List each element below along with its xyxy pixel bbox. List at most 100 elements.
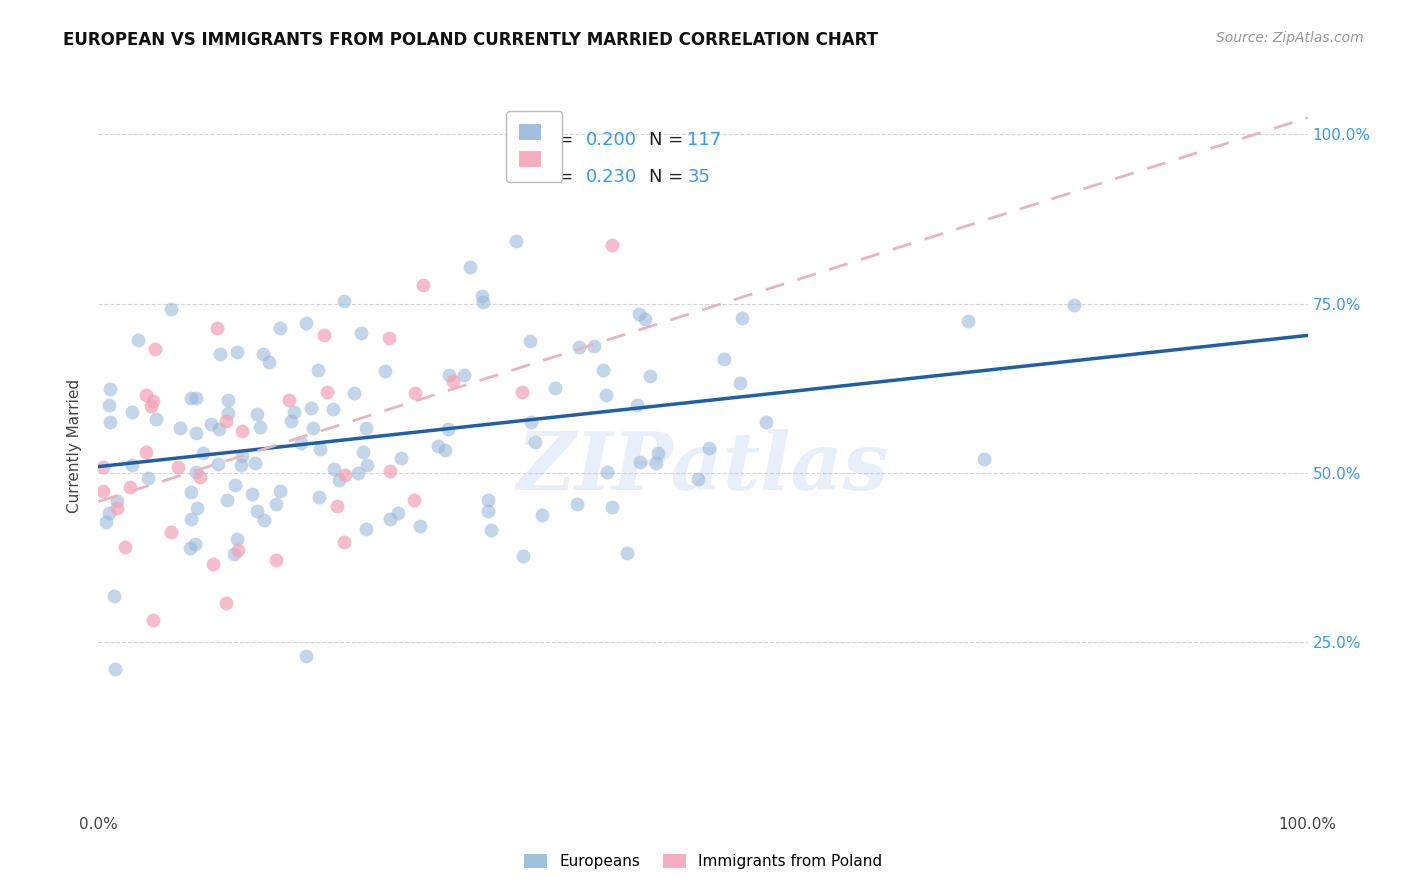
Point: [93, 460, 115, 475]
Point: [404, 386, 426, 401]
Point: [354, 522, 377, 536]
Point: [283, 405, 305, 419]
Point: [231, 424, 253, 438]
Point: [531, 508, 554, 522]
Point: [627, 307, 650, 321]
Point: [139, 399, 162, 413]
Point: [278, 392, 301, 407]
Text: EUROPEAN VS IMMIGRANTS FROM POLAND CURRENTLY MARRIED CORRELATION CHART: EUROPEAN VS IMMIGRANTS FROM POLAND CURRE…: [63, 31, 879, 49]
Point: [352, 444, 374, 458]
Text: ZIPatlas: ZIPatlas: [517, 429, 889, 507]
Text: N =: N =: [648, 168, 683, 186]
Point: [205, 320, 228, 334]
Point: [169, 420, 191, 434]
Point: [202, 557, 225, 571]
Point: [616, 545, 638, 559]
Point: [217, 493, 239, 508]
Point: [229, 458, 252, 472]
Point: [295, 316, 318, 330]
Point: [592, 363, 614, 377]
Point: [308, 490, 330, 504]
Point: [1063, 298, 1085, 312]
Text: 117: 117: [688, 131, 721, 149]
Point: [184, 391, 207, 405]
Point: [184, 537, 207, 551]
Point: [217, 406, 239, 420]
Point: [333, 294, 356, 309]
Point: [252, 346, 274, 360]
Legend: Europeans, Immigrants from Poland: Europeans, Immigrants from Poland: [517, 848, 889, 875]
Point: [453, 368, 475, 383]
Point: [208, 422, 231, 436]
Point: [347, 466, 370, 480]
Point: [240, 487, 263, 501]
Point: [626, 398, 648, 412]
Point: [544, 381, 567, 395]
Point: [264, 497, 287, 511]
Point: [427, 439, 450, 453]
Point: [135, 445, 157, 459]
Point: [434, 443, 457, 458]
Point: [160, 301, 183, 316]
Point: [315, 384, 337, 399]
Point: [184, 425, 207, 440]
Text: 35: 35: [688, 168, 710, 186]
Point: [98, 415, 121, 429]
Point: [269, 484, 291, 499]
Point: [471, 294, 494, 309]
Point: [596, 465, 619, 479]
Point: [512, 549, 534, 563]
Point: [280, 414, 302, 428]
Point: [342, 385, 364, 400]
Point: [135, 388, 157, 402]
Point: [471, 289, 494, 303]
Point: [389, 451, 412, 466]
Point: [730, 310, 752, 325]
Point: [374, 364, 396, 378]
Text: R =: R =: [540, 131, 574, 149]
Point: [121, 458, 143, 473]
Point: [437, 368, 460, 382]
Point: [208, 347, 231, 361]
Point: [105, 501, 128, 516]
Point: [436, 422, 458, 436]
Point: [505, 234, 527, 248]
Point: [595, 388, 617, 402]
Point: [270, 321, 292, 335]
Point: [166, 460, 188, 475]
Point: [697, 442, 720, 456]
Point: [582, 339, 605, 353]
Point: [350, 326, 373, 340]
Point: [226, 344, 249, 359]
Legend: , : ,: [506, 112, 562, 182]
Point: [328, 473, 350, 487]
Point: [307, 362, 329, 376]
Point: [378, 512, 401, 526]
Point: [730, 376, 752, 390]
Point: [314, 328, 336, 343]
Point: [215, 596, 238, 610]
Point: [688, 472, 710, 486]
Point: [520, 415, 543, 429]
Point: [378, 331, 401, 345]
Point: [354, 421, 377, 435]
Point: [114, 540, 136, 554]
Point: [628, 455, 651, 469]
Point: [519, 334, 541, 348]
Point: [98, 398, 121, 412]
Point: [638, 369, 661, 384]
Point: [226, 532, 249, 546]
Point: [333, 468, 356, 483]
Point: [302, 421, 325, 435]
Text: R =: R =: [540, 168, 574, 186]
Point: [600, 238, 623, 252]
Point: [266, 553, 288, 567]
Point: [98, 383, 121, 397]
Point: [567, 497, 589, 511]
Point: [290, 436, 312, 450]
Point: [159, 524, 181, 539]
Point: [568, 340, 591, 354]
Point: [186, 501, 208, 516]
Point: [104, 662, 127, 676]
Point: [184, 465, 207, 479]
